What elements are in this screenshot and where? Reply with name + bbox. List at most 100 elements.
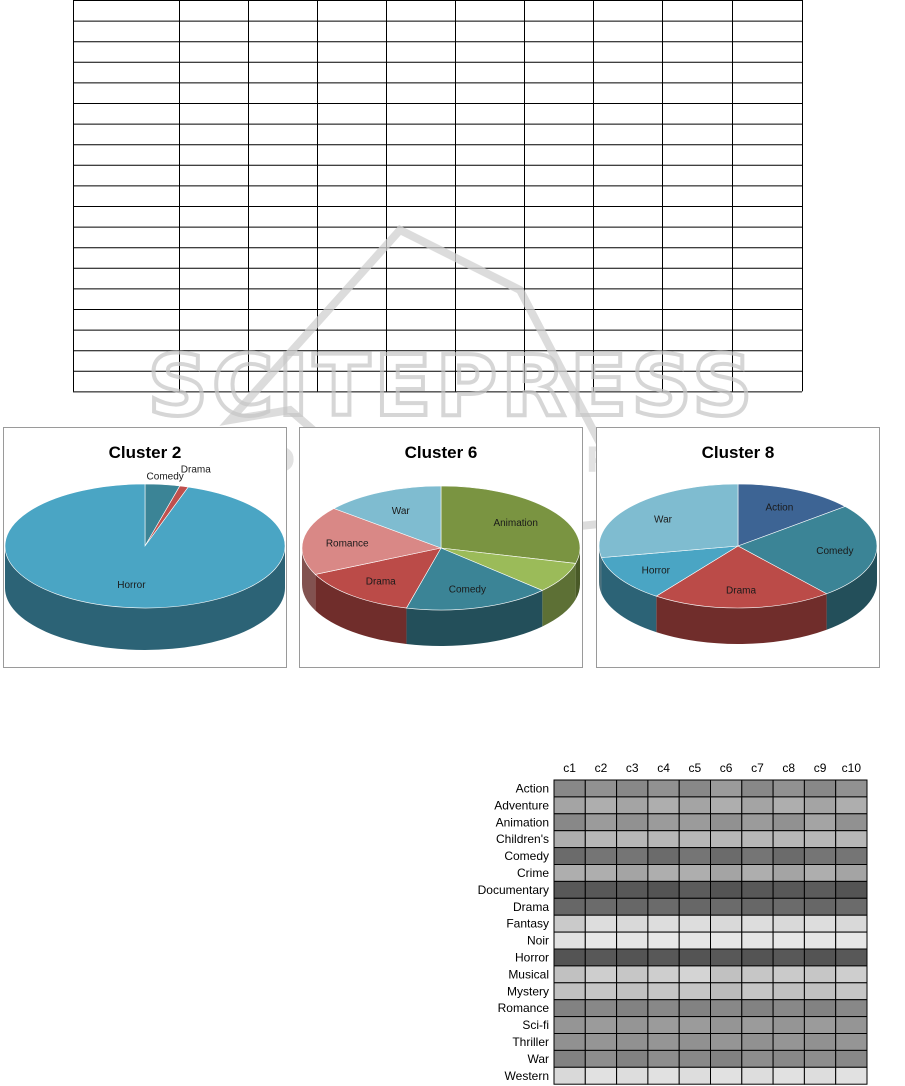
heatmap-cell <box>803 1033 837 1051</box>
pie-panel-cluster-2: Cluster 2 Comedy Drama Horror <box>3 427 287 668</box>
heatmap-cell <box>584 999 618 1018</box>
heatmap-column-label: c7 <box>751 761 764 775</box>
heatmap-cell <box>647 847 680 865</box>
heatmap-row-label: Thriller <box>512 1035 549 1049</box>
heatmap-row-label: Romance <box>498 1001 550 1015</box>
heatmap-cell <box>835 965 868 984</box>
heatmap-cell <box>772 1033 805 1051</box>
heatmap-cell <box>553 796 586 815</box>
heatmap-cell <box>803 999 837 1018</box>
heatmap-cell <box>710 847 743 865</box>
pie-slice-side <box>599 546 602 594</box>
heatmap-cell <box>835 948 868 967</box>
heatmap-cell <box>616 982 649 1001</box>
heatmap-cell <box>710 914 743 933</box>
heatmap-cell <box>678 847 711 865</box>
empty-table-grid <box>73 0 803 393</box>
pie-label: Comedy <box>816 546 853 557</box>
heatmap-cell <box>741 813 774 832</box>
heatmap-cell <box>553 914 586 933</box>
heatmap-cell <box>710 779 743 798</box>
pie-slice-side <box>406 590 543 646</box>
pie-label: War <box>392 506 411 517</box>
heatmap-cell <box>678 965 711 984</box>
heatmap-row-label: Mystery <box>507 984 549 998</box>
heatmap-cell <box>803 897 837 916</box>
heatmap-column-label: c1 <box>563 761 576 775</box>
heatmap-row-label: Comedy <box>504 849 549 863</box>
pie-slice-horror <box>4 483 286 609</box>
heatmap-cell <box>772 948 805 967</box>
heatmap-cell <box>553 779 586 798</box>
pie-label: War <box>654 514 673 525</box>
heatmap-row-label: Drama <box>513 900 549 914</box>
heatmap-cell <box>803 931 837 950</box>
heatmap-cell <box>803 965 837 984</box>
heatmap-cell <box>616 897 649 916</box>
pie-slice-action <box>737 483 846 547</box>
heatmap-cell <box>647 1016 680 1035</box>
heatmap-cell <box>553 999 586 1018</box>
heatmap-cell <box>616 999 649 1018</box>
pie-slice-comedy <box>405 547 544 611</box>
heatmap-cell <box>741 897 774 916</box>
heatmap-cell <box>772 796 805 815</box>
heatmap-row-label: Action <box>516 781 549 795</box>
pie-label: Comedy <box>147 471 184 482</box>
heatmap-cell <box>616 1033 649 1051</box>
pie-slice-drama <box>314 547 442 609</box>
heatmap-cell <box>647 1033 680 1051</box>
pie-slice-war <box>598 483 739 558</box>
heatmap-cell <box>710 830 743 849</box>
heatmap-cell <box>835 982 868 1001</box>
heatmap-column-label: c2 <box>595 761 608 775</box>
pie-panel-cluster-6: Cluster 6 Animation Comedy Drama Romance War <box>299 427 583 668</box>
heatmap-cell <box>584 1016 618 1035</box>
pie-slice-horror <box>601 545 739 597</box>
heatmap-cell <box>710 931 743 950</box>
pie-chart-cluster-6: Cluster 6 Animation Comedy Drama Romance War <box>301 443 581 646</box>
heatmap-cell <box>741 948 774 967</box>
heatmap-cell <box>553 931 586 950</box>
heatmap-cell <box>678 864 711 882</box>
heatmap-cell <box>741 830 774 849</box>
heatmap-cell <box>553 897 586 916</box>
heatmap-cell <box>553 847 586 865</box>
heatmap-row-label: Adventure <box>494 798 549 812</box>
heatmap-cell <box>678 897 711 916</box>
pie-slice-romance <box>301 508 443 575</box>
heatmap-cell <box>584 914 618 933</box>
pie-label: Drama <box>726 585 756 596</box>
heatmap-cell <box>803 864 837 882</box>
heatmap-cell <box>835 779 868 798</box>
heatmap-cell <box>710 880 743 899</box>
heatmap-cell <box>803 830 837 849</box>
heatmap-row-label: Horror <box>515 950 549 964</box>
pie-title: Cluster 2 <box>109 443 182 462</box>
heatmap-cell <box>553 982 586 1001</box>
heatmap-cell <box>741 1016 774 1035</box>
heatmap-cell <box>678 982 711 1001</box>
heatmap-cell <box>741 1049 774 1068</box>
pie-label: Romance <box>326 539 369 550</box>
heatmap-cell <box>678 779 711 798</box>
heatmap-cell <box>710 864 743 882</box>
heatmap-cell <box>616 931 649 950</box>
heatmap-cell <box>678 813 711 832</box>
heatmap-row-label: Noir <box>527 934 549 948</box>
heatmap-cell <box>584 847 618 865</box>
heatmap-row-label: Fantasy <box>506 917 549 931</box>
heatmap-cell <box>616 1016 649 1035</box>
pie-panel-cluster-8: Cluster 8 Action Comedy Drama Horror War <box>596 427 880 668</box>
heatmap-cell <box>803 914 837 933</box>
heatmap-cell <box>710 897 743 916</box>
heatmap-cell <box>616 880 649 899</box>
heatmap-cell <box>647 948 680 967</box>
heatmap-cell <box>584 813 618 832</box>
heatmap-cell <box>678 914 711 933</box>
heatmap-column-label: c10 <box>842 761 862 775</box>
heatmap-cell <box>835 931 868 950</box>
pie-label: Horror <box>642 565 671 576</box>
heatmap-cell <box>553 1049 586 1068</box>
heatmap-column-label: c5 <box>689 761 702 775</box>
